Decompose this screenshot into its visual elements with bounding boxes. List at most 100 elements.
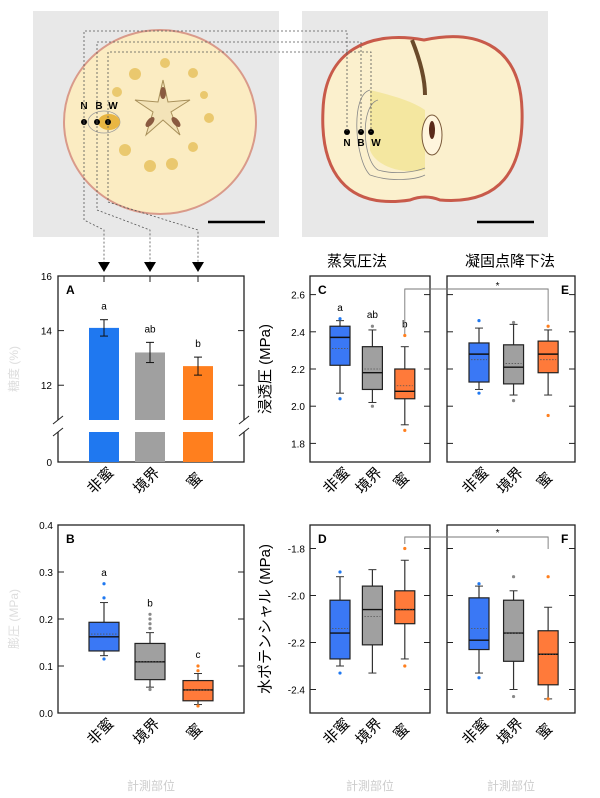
bar: [135, 352, 165, 420]
outlier-point: [148, 617, 152, 621]
significance-letter: a: [101, 568, 107, 579]
arrowheads: [98, 262, 204, 272]
outlier-point: [102, 657, 106, 661]
chart-panel-e: E 非蜜 境界蜜: [446, 275, 576, 497]
outlier-point: [338, 570, 342, 574]
column-title-vapor-pressure: 蒸気圧法: [327, 253, 387, 270]
y-tick-label: -2.2: [288, 639, 306, 650]
y-tick-label: 0.0: [39, 709, 53, 720]
outlier-point: [511, 694, 516, 699]
outlier-point: [546, 324, 550, 328]
axis-break-mark: [52, 415, 64, 425]
outlier-point: [148, 687, 152, 692]
y-tick-label: 12: [41, 381, 53, 392]
boundary-contour: [356, 89, 426, 180]
y-tick-label: 0.2: [39, 615, 53, 626]
significance-brackets: **: [404, 281, 549, 549]
point-n: [344, 129, 350, 135]
panel-label: C: [318, 283, 327, 297]
bar-lower: [135, 432, 165, 462]
vascular-spots: [112, 58, 214, 172]
x-tick-label: 蜜: [183, 469, 206, 492]
chart-panel-d: -2.4 -2.2 -2.0 -1.8 D 非蜜 境界 蜜 水ポテンシャル (MPa) 計測部位: [257, 524, 431, 793]
arrow-down-icon: [192, 262, 204, 272]
y-tick-label: 2.6: [291, 291, 305, 302]
x-tick-label: 境界: [352, 463, 386, 497]
significance-letter: b: [195, 339, 201, 350]
y-tick-label: 2.4: [291, 328, 305, 339]
box: [182, 679, 214, 702]
plot-frame: [446, 524, 576, 714]
outlier-point: [102, 596, 106, 600]
significance-bracket: [404, 536, 549, 549]
outlier-point: [370, 404, 374, 408]
seed: [171, 117, 181, 127]
outlier-point: [477, 676, 481, 680]
box: [394, 590, 416, 625]
outlier-point: [546, 413, 550, 418]
axis-break-gap: [55, 420, 247, 432]
x-tick-label: 非蜜: [320, 715, 353, 748]
plot-frame: [309, 524, 431, 714]
outlier-point: [196, 704, 200, 708]
y-axis-title: 浸透圧 (MPa): [257, 324, 274, 414]
y-tick-label: -2.0: [288, 592, 306, 603]
label-b: B: [95, 101, 102, 112]
x-tick-label: 非蜜: [84, 715, 117, 748]
box: [537, 340, 559, 374]
connector-lines: [83, 30, 372, 262]
outlier-point: [511, 399, 516, 403]
outlier-point: [148, 626, 152, 631]
apple-core: [134, 79, 191, 137]
connector-w: [107, 122, 199, 262]
seed: [429, 121, 435, 139]
panel-label: D: [318, 532, 327, 546]
x-tick-label: 境界: [129, 714, 163, 748]
axis-break-mark: [238, 415, 250, 425]
outlier-point: [477, 391, 481, 395]
box: [502, 599, 525, 662]
y-tick-label: -2.4: [288, 686, 306, 697]
box: [329, 599, 351, 660]
watercore-region: [370, 90, 425, 172]
outlier-point: [196, 669, 200, 673]
significance-star: *: [496, 528, 500, 539]
box: [394, 368, 416, 400]
x-tick-label: 非蜜: [459, 715, 492, 748]
column-title-freezing-point: 凝固点降下法: [465, 253, 555, 270]
photo-cross-section: N B W: [33, 11, 279, 237]
y-axis-title: 糖度 (%): [6, 346, 21, 392]
outlier-point: [338, 671, 342, 675]
panel-label: B: [66, 532, 75, 546]
outlier-point: [403, 428, 407, 432]
y-tick-label: 14: [41, 327, 53, 338]
x-axis-title: 計測部位: [127, 778, 175, 793]
x-axis-title: 計測部位: [487, 778, 535, 793]
apple-stem: [410, 39, 427, 96]
x-tick-label: 蜜: [390, 469, 413, 492]
label-n: N: [80, 101, 87, 112]
outlier-point: [196, 664, 200, 668]
significance-letter: c: [196, 650, 201, 661]
outlier-point: [148, 612, 152, 616]
bar-lower: [183, 432, 213, 462]
axis-break-mark: [238, 427, 250, 437]
chart-panel-b: 0.0 0.1 0.2 0.3 0.4 a b c B 非蜜 境界 蜜 膨圧 (MPa) 計測部位: [7, 521, 245, 793]
y-tick-label: 0.4: [39, 521, 53, 532]
x-tick-label: 境界: [352, 714, 386, 748]
significance-letter: a: [101, 302, 107, 313]
outlier-point: [477, 582, 481, 586]
y-axis-title: 水ポテンシャル (MPa): [257, 544, 274, 694]
outlier-point: [403, 333, 407, 338]
y-tick-label: 16: [41, 272, 53, 283]
photo-longitudinal-section: N B W: [302, 11, 548, 237]
outlier-point: [148, 622, 152, 626]
panel-label: F: [561, 532, 568, 546]
y-tick-label: 0.1: [39, 662, 53, 673]
outlier-point: [102, 582, 106, 586]
x-tick-label: 境界: [493, 714, 527, 748]
